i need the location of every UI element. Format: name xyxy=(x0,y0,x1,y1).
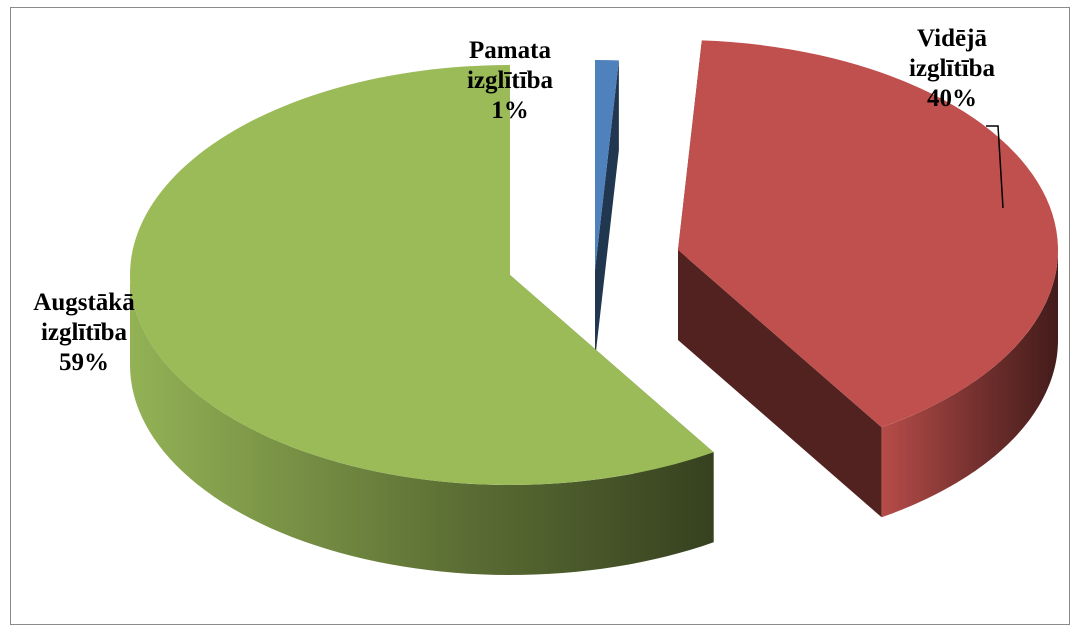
data-label-2: Vidējā izglītība 40% xyxy=(909,25,996,112)
data-label-3: Augstākā izglītība 59% xyxy=(33,289,135,376)
pie-slice-1 xyxy=(595,60,619,360)
slice-top xyxy=(595,60,619,270)
pie-slice-3 xyxy=(130,65,714,575)
slice-rim xyxy=(881,250,1058,518)
leader-line xyxy=(986,125,1004,209)
slice-top xyxy=(678,40,1058,428)
slice-rim xyxy=(130,275,714,575)
slice-top xyxy=(130,65,714,485)
data-label-1: Pamata izglītība 1% xyxy=(467,37,554,124)
pie-slice-2 xyxy=(678,40,1058,518)
slice-wall xyxy=(678,250,882,518)
slice-wall xyxy=(595,60,619,360)
